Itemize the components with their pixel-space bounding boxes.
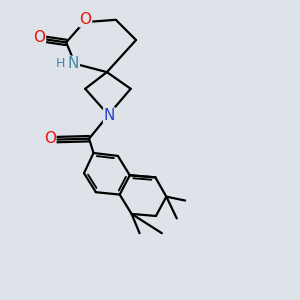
Text: O: O bbox=[33, 30, 45, 45]
Text: N: N bbox=[68, 56, 79, 71]
Text: H: H bbox=[56, 57, 65, 70]
Text: O: O bbox=[44, 130, 56, 146]
Text: O: O bbox=[80, 12, 92, 27]
Text: N: N bbox=[103, 108, 115, 123]
